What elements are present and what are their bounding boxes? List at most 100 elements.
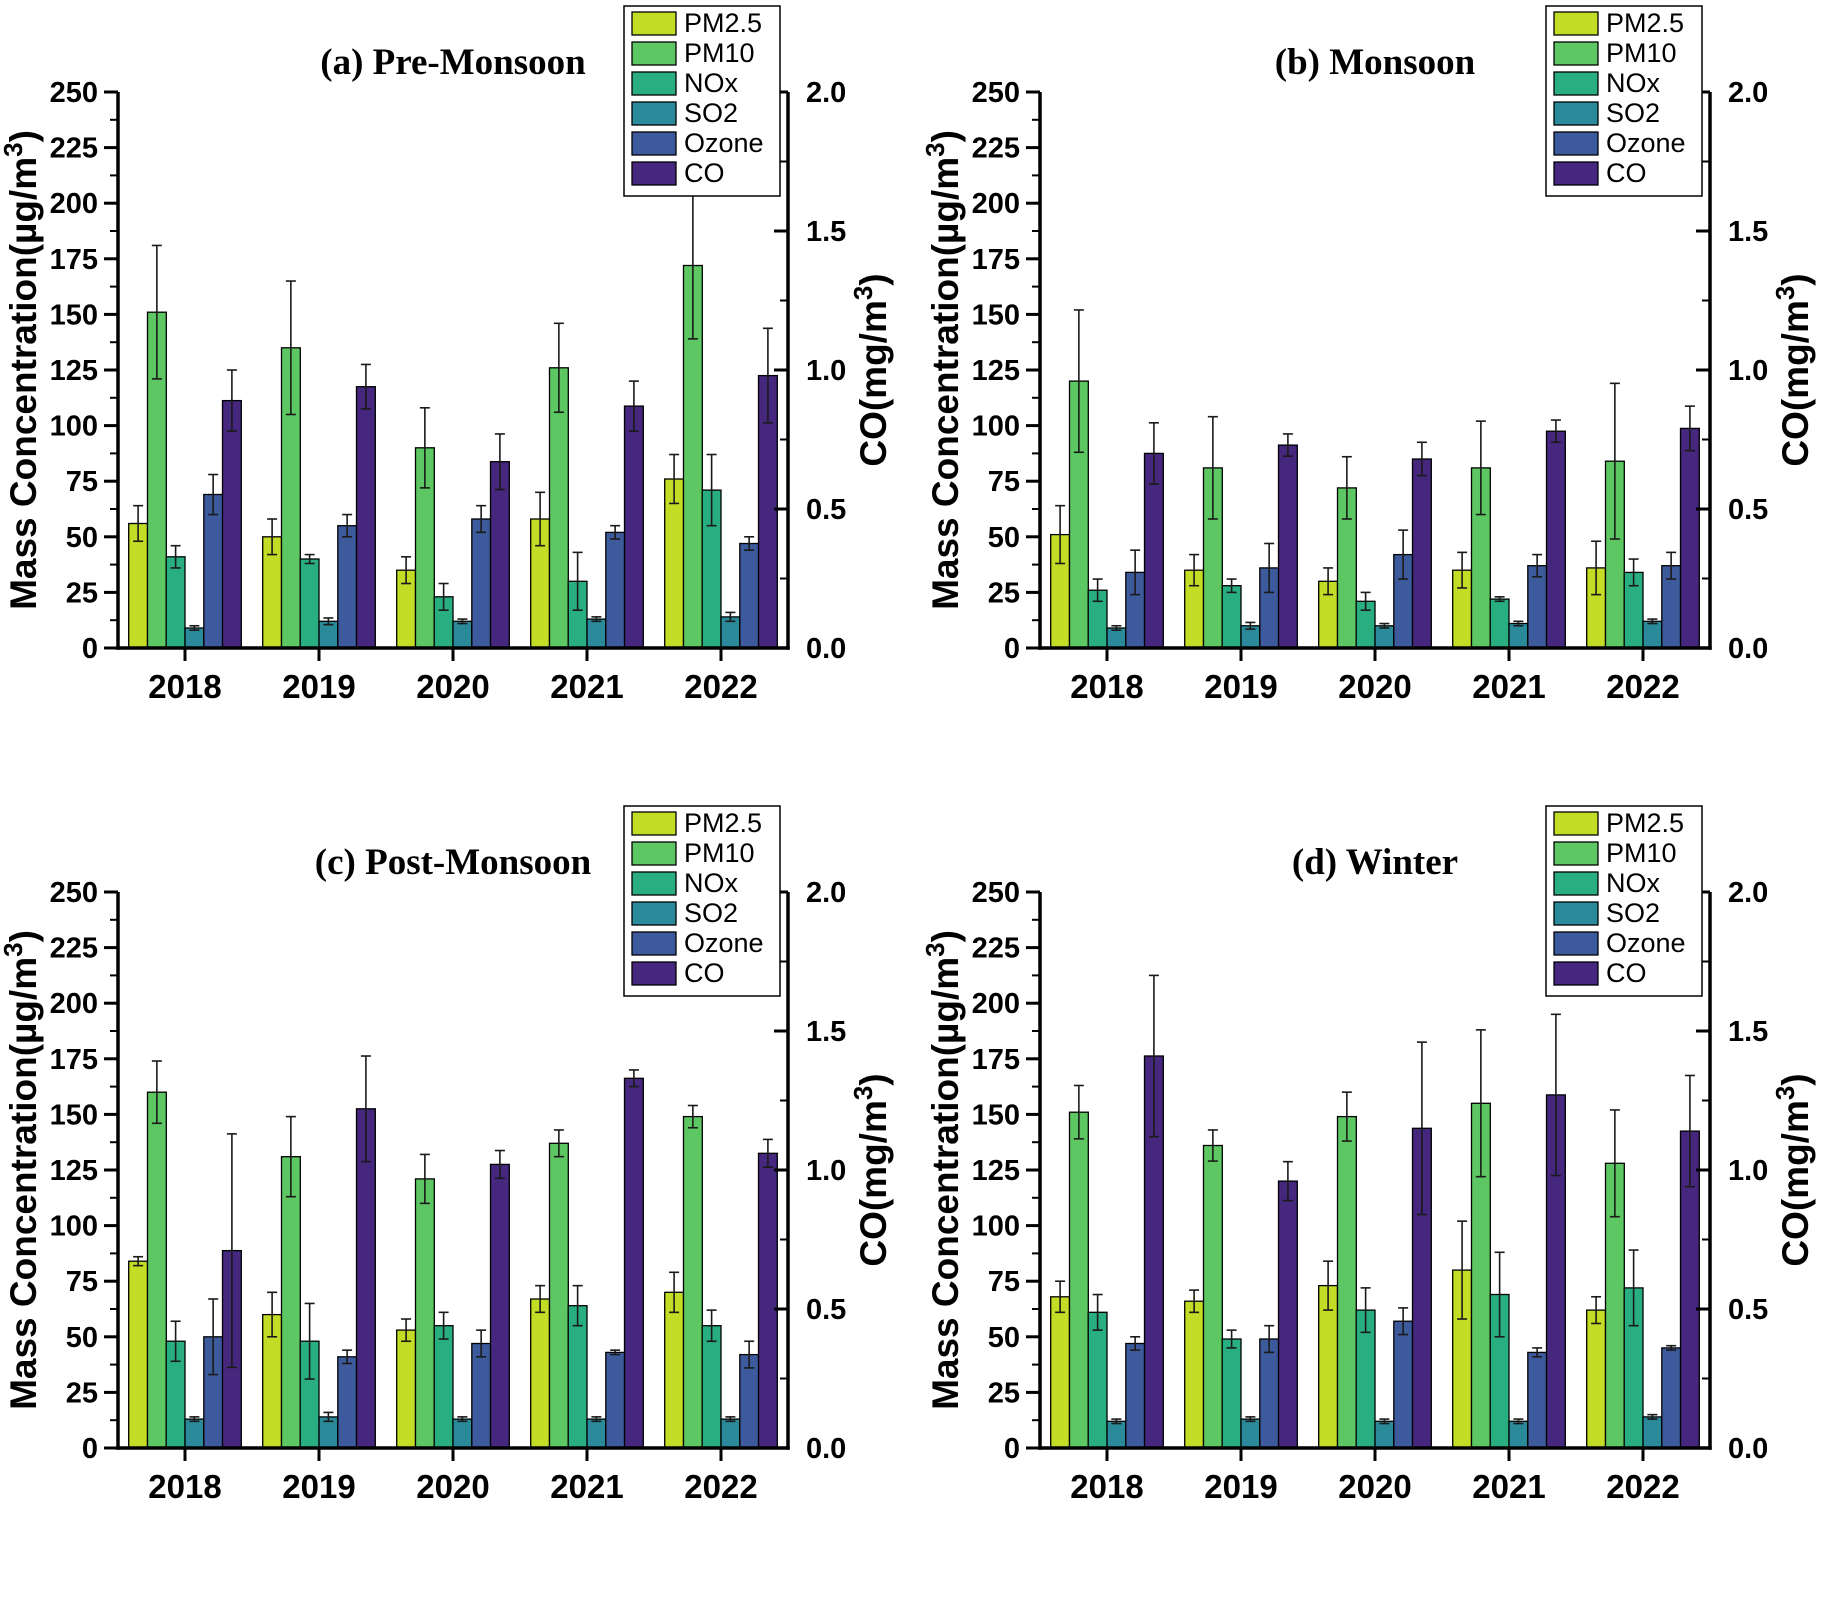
legend-swatch-co xyxy=(631,961,677,986)
bar-pm25-2018 xyxy=(128,1260,149,1449)
bar-ozone-2021 xyxy=(1527,565,1548,649)
left-tick-label: 75 xyxy=(66,1266,98,1298)
legend-swatch-nox xyxy=(631,71,677,96)
bar-ozone-2020 xyxy=(471,518,492,649)
panel-b: 0 25 50 75 100 125 150 175 200 225 250 0.0 0.5 1.0 1.5… xyxy=(922,0,1844,800)
legend-swatch-so2 xyxy=(1553,901,1599,926)
bar-nox-2019 xyxy=(1221,585,1242,649)
legend-label-ozone: Ozone xyxy=(684,128,764,158)
left-tick-label: 150 xyxy=(50,1099,98,1131)
right-tick-label: 2.0 xyxy=(806,877,846,909)
right-tick-label: 1.5 xyxy=(806,1016,846,1048)
bar-pm10-2018 xyxy=(146,1091,167,1449)
left-tick-label: 150 xyxy=(972,1099,1020,1131)
bar-so2-2020 xyxy=(452,1418,473,1449)
legend-label-pm25: PM2.5 xyxy=(684,8,762,38)
legend-label-ozone: Ozone xyxy=(1606,128,1686,158)
legend-swatch-pm10 xyxy=(1553,41,1599,66)
legend-label-co: CO xyxy=(684,158,725,188)
left-axis-title: Mass Concentration(µg/m3) xyxy=(0,130,44,610)
panel-title: (b) Monsoon xyxy=(1275,42,1476,83)
bar-pm10-2020 xyxy=(414,1178,435,1449)
legend-label-nox: NOx xyxy=(684,68,739,98)
left-tick-label: 250 xyxy=(50,877,98,909)
left-tick-label: 250 xyxy=(50,77,98,109)
bar-so2-2021 xyxy=(1508,622,1529,649)
legend-swatch-nox xyxy=(1553,71,1599,96)
panel-title: (a) Pre-Monsoon xyxy=(320,42,586,83)
bar-ozone-2021 xyxy=(1527,1351,1548,1449)
legend-label-pm10: PM10 xyxy=(1606,838,1677,868)
right-tick-label: 1.5 xyxy=(806,216,846,248)
left-tick-label: 150 xyxy=(972,299,1020,331)
left-tick-label: 175 xyxy=(50,244,98,276)
x-category-label: 2021 xyxy=(550,668,623,705)
x-category-label: 2020 xyxy=(416,1468,489,1505)
bar-pm10-2022 xyxy=(682,1115,703,1449)
x-category-label: 2020 xyxy=(1338,668,1411,705)
legend-label-so2: SO2 xyxy=(1606,898,1660,928)
legend-label-pm25: PM2.5 xyxy=(1606,8,1684,38)
legend-label-pm10: PM10 xyxy=(684,38,755,68)
left-tick-label: 125 xyxy=(972,355,1020,387)
left-tick-label: 50 xyxy=(66,522,98,554)
bar-so2-2020 xyxy=(1374,1420,1395,1449)
left-tick-label: 250 xyxy=(972,877,1020,909)
x-category-label: 2022 xyxy=(1606,1468,1679,1505)
panel-title: (d) Winter xyxy=(1292,842,1458,883)
panel-c: 0 25 50 75 100 125 150 175 200 225 250 0.0 0.5 1.0 1.5… xyxy=(0,800,922,1600)
bar-so2-2019 xyxy=(1240,1418,1261,1449)
bar-co-2021 xyxy=(623,1077,644,1449)
bar-pm25-2018 xyxy=(1050,1296,1071,1449)
x-category-label: 2019 xyxy=(282,668,355,705)
left-tick-label: 100 xyxy=(50,411,98,443)
right-tick-label: 0.0 xyxy=(806,633,846,665)
right-tick-label: 0.0 xyxy=(806,1433,846,1465)
left-axis-title: Mass Concentration(µg/m3) xyxy=(0,930,44,1410)
x-category-label: 2018 xyxy=(148,1468,221,1505)
bar-nox-2019 xyxy=(299,558,320,649)
legend-swatch-ozone xyxy=(1553,931,1599,956)
bar-so2-2020 xyxy=(1374,625,1395,649)
legend-swatch-ozone xyxy=(631,931,677,956)
left-tick-label: 225 xyxy=(50,133,98,165)
right-tick-label: 1.5 xyxy=(1728,216,1768,248)
bar-co-2021 xyxy=(623,405,644,649)
left-tick-label: 100 xyxy=(50,1211,98,1243)
right-tick-label: 1.0 xyxy=(806,1155,846,1187)
x-category-label: 2018 xyxy=(1070,1468,1143,1505)
right-axis-title: CO(mg/m3) xyxy=(1770,1073,1816,1266)
left-tick-label: 75 xyxy=(988,1266,1020,1298)
left-tick-label: 50 xyxy=(988,522,1020,554)
legend-label-pm25: PM2.5 xyxy=(1606,808,1684,838)
legend-swatch-so2 xyxy=(631,901,677,926)
left-tick-label: 0 xyxy=(82,1433,98,1465)
right-tick-label: 0.5 xyxy=(806,1294,846,1326)
panel-d: 0 25 50 75 100 125 150 175 200 225 250 0.0 0.5 1.0 1.5… xyxy=(922,800,1844,1600)
bar-nox-2021 xyxy=(1489,598,1510,649)
bar-co-2021 xyxy=(1545,430,1566,649)
bar-ozone-2021 xyxy=(605,531,626,649)
bar-so2-2018 xyxy=(1106,1420,1127,1449)
legend-label-co: CO xyxy=(1606,158,1647,188)
bar-pm25-2022 xyxy=(664,1291,685,1449)
bar-so2-2022 xyxy=(1642,1416,1663,1449)
right-tick-label: 0.5 xyxy=(1728,494,1768,526)
legend-swatch-so2 xyxy=(631,101,677,126)
panel-d-chart: 0 25 50 75 100 125 150 175 200 225 250 0.0 0.5 1.0 1.5… xyxy=(922,800,1844,1600)
left-tick-label: 0 xyxy=(82,633,98,665)
legend-swatch-pm25 xyxy=(631,811,677,836)
legend-label-nox: NOx xyxy=(684,868,739,898)
left-tick-label: 100 xyxy=(972,1211,1020,1243)
left-tick-label: 50 xyxy=(66,1322,98,1354)
x-category-label: 2019 xyxy=(1204,1468,1277,1505)
bar-nox-2018 xyxy=(165,556,186,649)
legend-swatch-pm25 xyxy=(1553,11,1599,36)
left-tick-label: 225 xyxy=(972,133,1020,165)
bar-so2-2021 xyxy=(586,1418,607,1449)
x-category-label: 2020 xyxy=(416,668,489,705)
